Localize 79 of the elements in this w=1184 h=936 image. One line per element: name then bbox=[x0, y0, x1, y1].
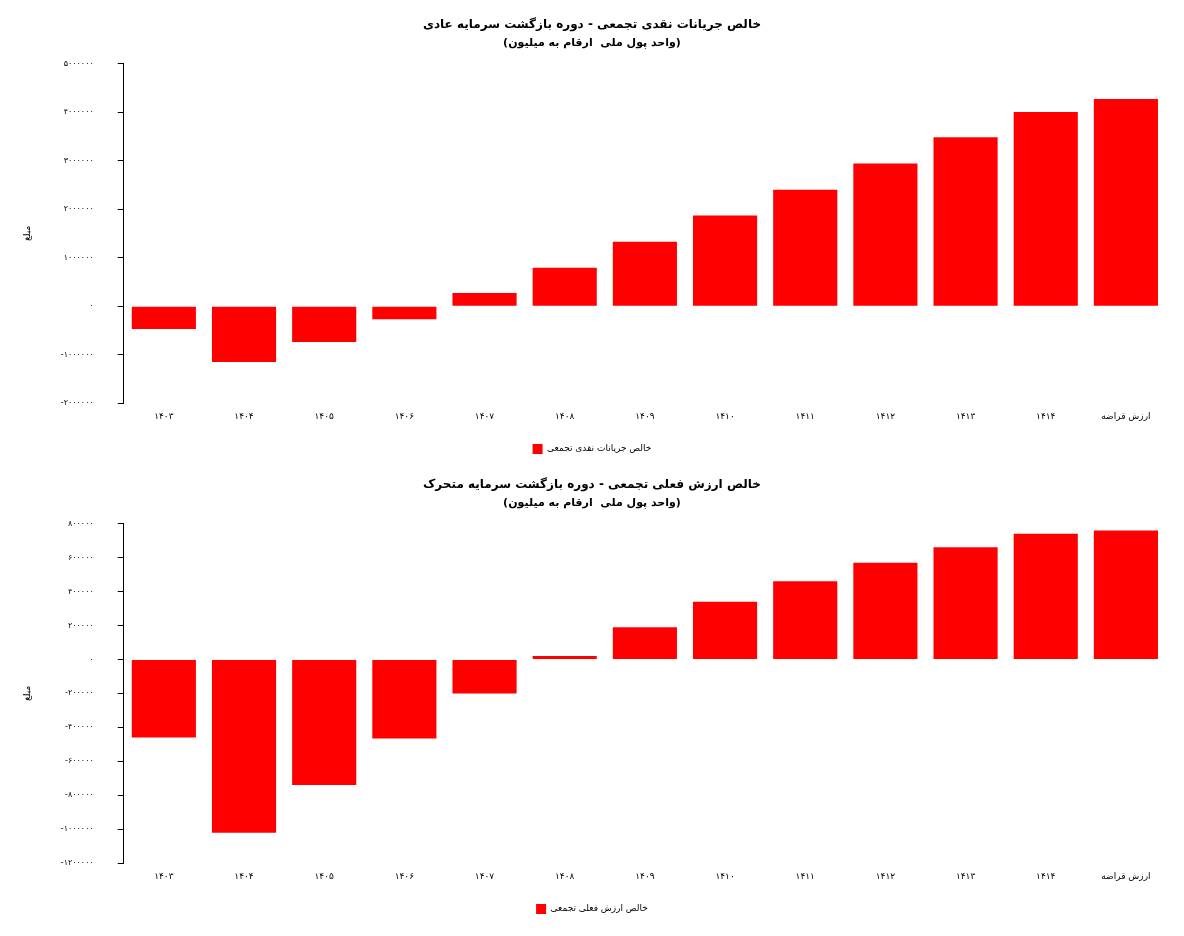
x-tick-label: ۱۴۱۴ bbox=[1036, 870, 1056, 881]
chart-title: خالص ارزش فعلی تجمعی - دوره بازگشت سرمایه متحرک bbox=[423, 477, 761, 493]
bar bbox=[452, 659, 517, 694]
y-axis-title: مبلغ bbox=[21, 225, 32, 242]
y-tick-label: ۰ bbox=[89, 301, 94, 311]
bar bbox=[292, 306, 357, 343]
chart-title: خالص جریانات نقدی تجمعی - دوره بازگشت سرمایه عادی bbox=[422, 17, 762, 33]
bar bbox=[1093, 530, 1158, 659]
bar bbox=[933, 137, 998, 306]
y-tick-label: ۴۰۰۰۰۰ bbox=[67, 586, 94, 596]
bar bbox=[853, 163, 918, 306]
y-tick-label: -۶۰۰۰۰۰ bbox=[65, 756, 94, 766]
x-tick-label: ۱۴۱۳ bbox=[955, 870, 976, 881]
bar bbox=[612, 241, 677, 306]
bar bbox=[532, 656, 597, 659]
x-tick-label: ۱۴۱۱ bbox=[795, 410, 815, 421]
bar bbox=[933, 547, 998, 659]
x-tick-label: ۱۴۰۶ bbox=[394, 870, 415, 881]
x-tick-label: ۱۴۰۳ bbox=[154, 870, 174, 881]
y-tick-label: -۸۰۰۰۰۰ bbox=[65, 790, 94, 800]
y-tick-label: ۵۰۰۰۰۰۰ bbox=[63, 58, 94, 68]
x-tick-label: ۱۴۱۲ bbox=[875, 870, 896, 881]
x-tick-label: ۱۴۱۰ bbox=[715, 870, 735, 881]
bar bbox=[773, 189, 838, 306]
bar bbox=[211, 306, 277, 362]
bar bbox=[612, 627, 677, 659]
bar bbox=[1013, 112, 1078, 306]
x-tick-label: ۱۴۰۶ bbox=[394, 410, 415, 421]
y-tick-label: -۱۰۰۰۰۰۰ bbox=[60, 349, 94, 359]
x-tick-label: ارزش قراضه bbox=[1101, 410, 1151, 421]
y-tick-label: -۲۰۰۰۰۰ bbox=[65, 688, 94, 698]
x-tick-label: ۱۴۱۳ bbox=[955, 410, 976, 421]
x-tick-label: ۱۴۰۸ bbox=[555, 870, 575, 881]
y-tick-label: ۲۰۰۰۰۰ bbox=[67, 620, 94, 630]
bar bbox=[372, 306, 437, 320]
bar bbox=[292, 659, 357, 786]
y-tick-label: -۲۰۰۰۰۰۰ bbox=[60, 398, 94, 408]
bar bbox=[853, 562, 918, 659]
y-tick-label: -۱۰۰۰۰۰۰ bbox=[60, 824, 94, 834]
x-tick-label: ۱۴۰۸ bbox=[555, 410, 575, 421]
bar bbox=[211, 659, 277, 833]
y-tick-label: -۱۲۰۰۰۰۰ bbox=[60, 858, 94, 868]
legend-label: خالص جریانات نقدی تجمعی bbox=[547, 443, 652, 454]
x-tick-label: ۱۴۱۰ bbox=[715, 410, 735, 421]
bar bbox=[692, 215, 758, 306]
legend-label: خالص ارزش فعلی تجمعی bbox=[550, 903, 648, 914]
x-tick-label: ۱۴۰۹ bbox=[635, 870, 655, 881]
y-axis-title: مبلغ bbox=[21, 685, 32, 702]
y-tick-label: ۴۰۰۰۰۰۰ bbox=[63, 107, 94, 117]
chart-subtitle: (واحد پول ملی ارقام به میلیون) bbox=[503, 495, 681, 509]
bar bbox=[452, 293, 517, 306]
bar bbox=[131, 306, 196, 329]
y-tick-label: -۴۰۰۰۰۰ bbox=[65, 722, 94, 732]
x-tick-label: ۱۴۰۷ bbox=[474, 410, 495, 421]
bar bbox=[1013, 533, 1078, 659]
y-tick-label: ۳۰۰۰۰۰۰ bbox=[63, 155, 94, 165]
y-tick-label: ۸۰۰۰۰۰ bbox=[67, 518, 94, 528]
x-tick-label: ۱۴۱۱ bbox=[795, 870, 815, 881]
bar bbox=[692, 601, 758, 659]
bar bbox=[773, 581, 838, 659]
bar bbox=[1093, 99, 1158, 306]
bar bbox=[372, 659, 437, 739]
x-tick-label: ۱۴۱۴ bbox=[1036, 410, 1056, 421]
x-tick-label: ۱۴۱۲ bbox=[875, 410, 896, 421]
y-tick-label: ۱۰۰۰۰۰۰ bbox=[63, 252, 94, 262]
bar bbox=[131, 659, 196, 738]
y-tick-label: ۶۰۰۰۰۰ bbox=[67, 552, 94, 562]
x-tick-label: ارزش قراضه bbox=[1101, 870, 1151, 881]
chart-subtitle: (واحد پول ملی ارقام به میلیون) bbox=[503, 35, 681, 49]
x-tick-label: ۱۴۰۴ bbox=[234, 870, 254, 881]
y-tick-label: ۰ bbox=[89, 654, 94, 664]
x-tick-label: ۱۴۰۴ bbox=[234, 410, 254, 421]
x-tick-label: ۱۴۰۵ bbox=[314, 870, 335, 881]
x-tick-label: ۱۴۰۵ bbox=[314, 410, 335, 421]
y-tick-label: ۲۰۰۰۰۰۰ bbox=[63, 204, 94, 214]
x-tick-label: ۱۴۰۷ bbox=[474, 870, 495, 881]
x-tick-label: ۱۴۰۳ bbox=[154, 410, 174, 421]
bar bbox=[532, 267, 597, 306]
x-tick-label: ۱۴۰۹ bbox=[635, 410, 655, 421]
